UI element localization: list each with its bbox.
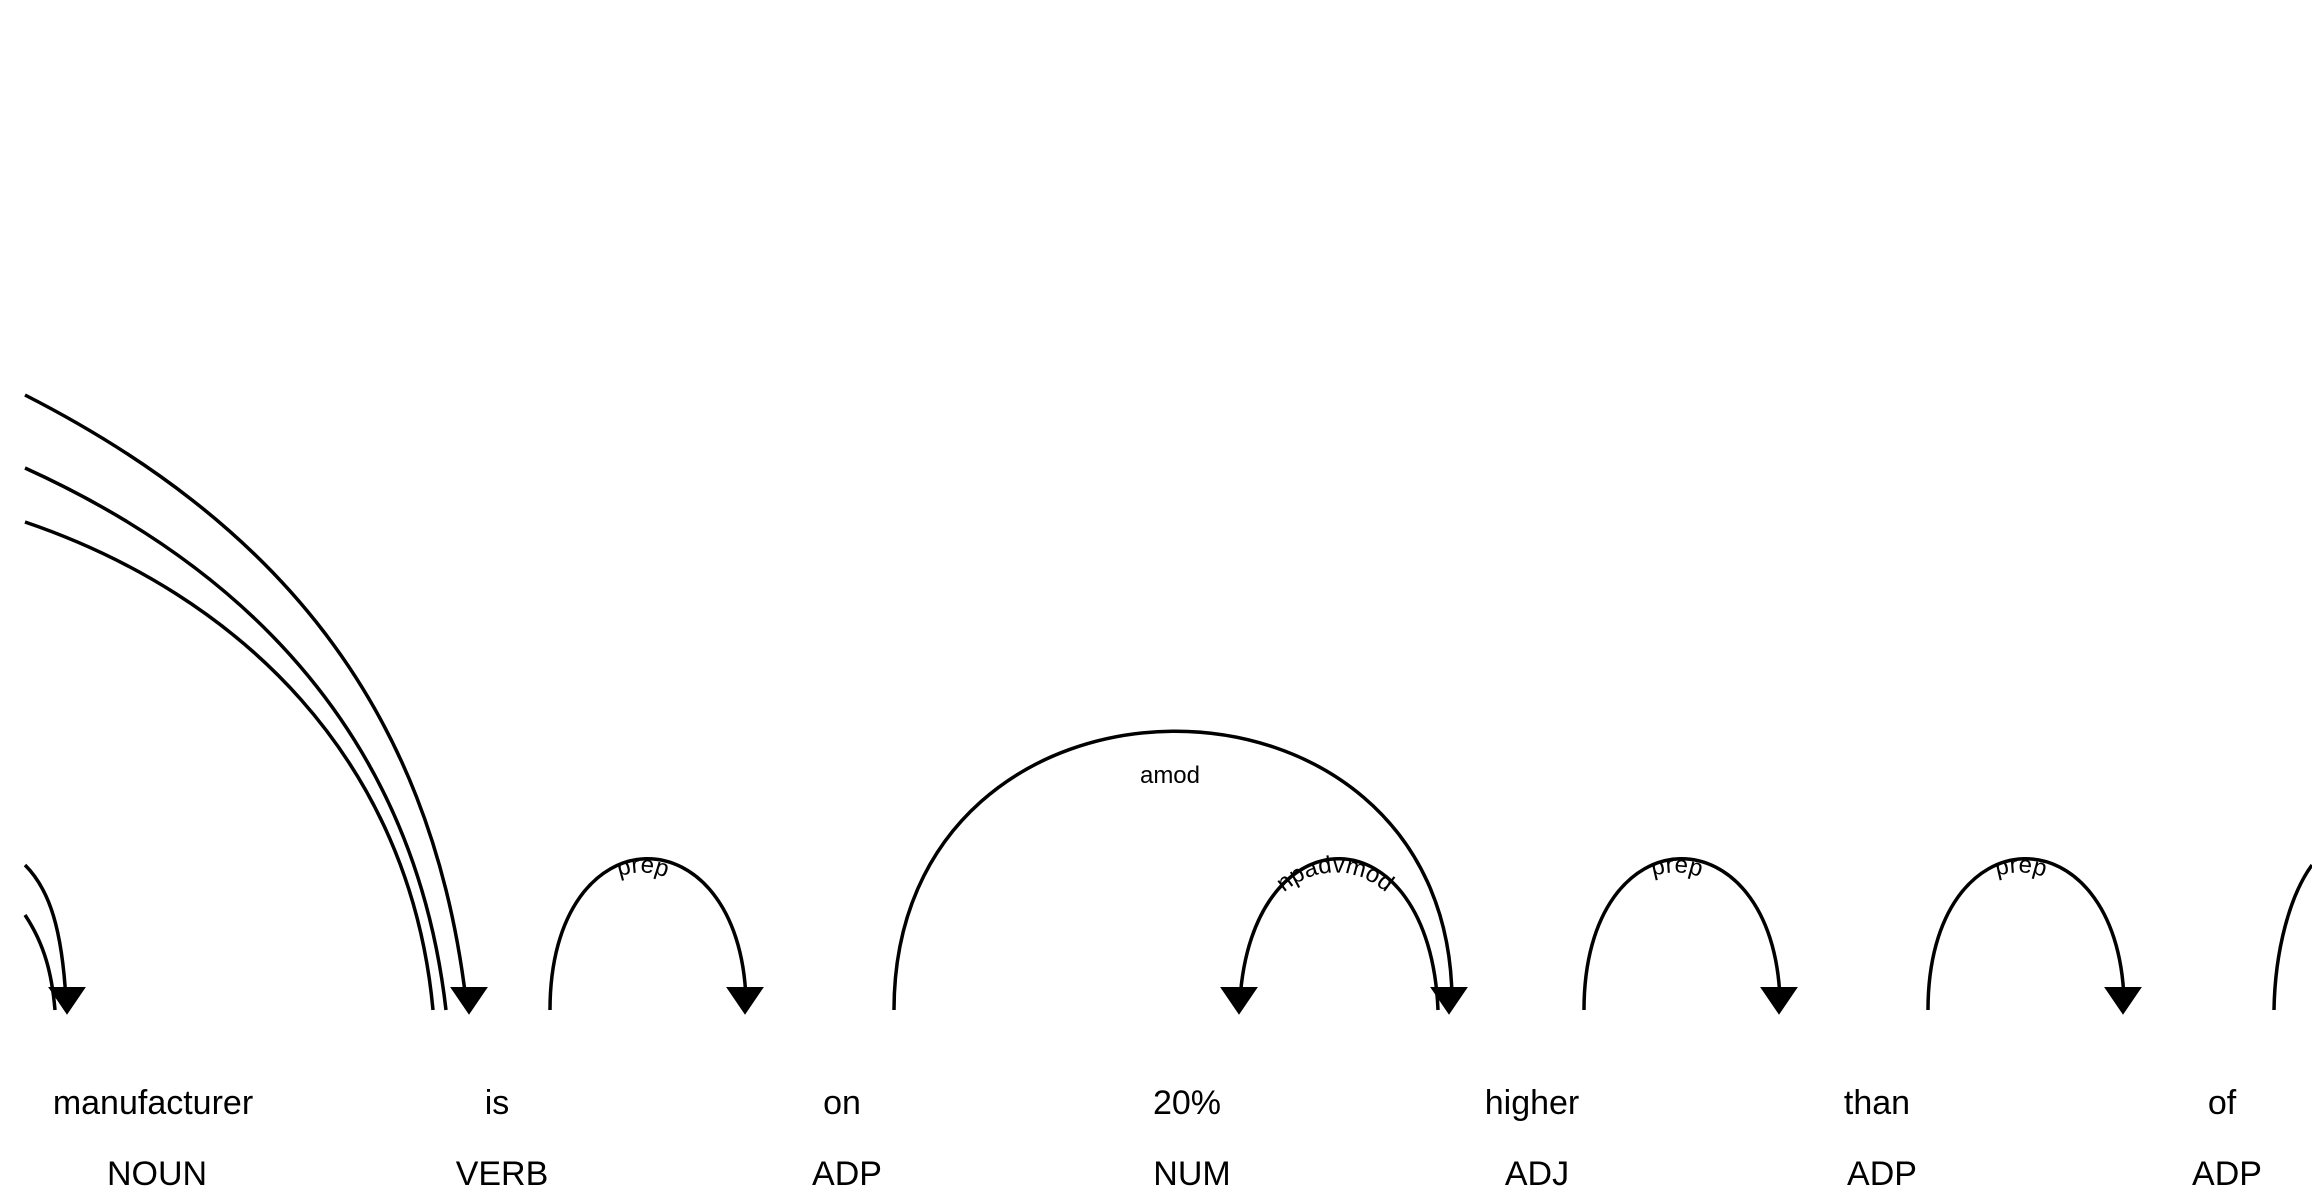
token-word-is: is [485,1084,510,1122]
token-word-on: on [823,1084,861,1122]
arrowhead-manufacturer [48,987,86,1015]
arc-npadvmod-higher-20 [1238,857,1440,1011]
offscreen-arc-2 [24,466,448,1011]
token-tag-is: VERB [456,1155,549,1188]
tokens: manufacturer NOUN is VERB on ADP 20% NUM… [53,1084,2262,1188]
token-word-than: than [1844,1084,1910,1122]
arc-prep-higher-than [1582,857,1782,1011]
token-word-20: 20% [1153,1084,1221,1122]
offscreen-arc-1 [24,393,468,1001]
dependency-arcs [548,729,2142,1015]
token-tag-higher: ADJ [1505,1155,1569,1188]
offscreen-arc-right [2272,863,2312,1011]
arc-label-amod: amod [1140,762,1200,789]
arc-prep-is-on [548,857,748,1011]
token-word-manufacturer: manufacturer [53,1084,253,1122]
arc-prep-than-of [1926,857,2126,1011]
offscreen-arc-5 [23,914,57,1011]
arrowhead-is [450,987,488,1015]
token-tag-than: ADP [1847,1155,1917,1188]
arrowhead-on [726,987,764,1015]
arc-label-npadvmod: npadvmod [1271,851,1399,897]
token-word-of: of [2208,1084,2237,1122]
arc-labels: prep amod npadvmod prep prep [614,762,2050,897]
arc-label-prep-3: prep [1992,851,2050,882]
arc-amod-on-higher [892,729,1454,1011]
offscreen-arc-3 [24,520,435,1011]
offscreen-arcs [23,393,2312,1015]
arc-label-prep-1: prep [614,851,673,883]
token-word-higher: higher [1485,1084,1580,1122]
arrowhead-of [2104,987,2142,1015]
token-tag-of: ADP [2192,1155,2262,1188]
arrowhead-higher-amod [1430,987,1468,1015]
token-tag-20: NUM [1153,1155,1230,1188]
token-tag-manufacturer: NOUN [107,1155,207,1188]
offscreen-arc-4 [23,863,68,1001]
arc-label-prep-2: prep [1648,851,1706,882]
arrowhead-20 [1220,987,1258,1015]
token-tag-on: ADP [812,1155,882,1188]
arrowhead-than [1760,987,1798,1015]
